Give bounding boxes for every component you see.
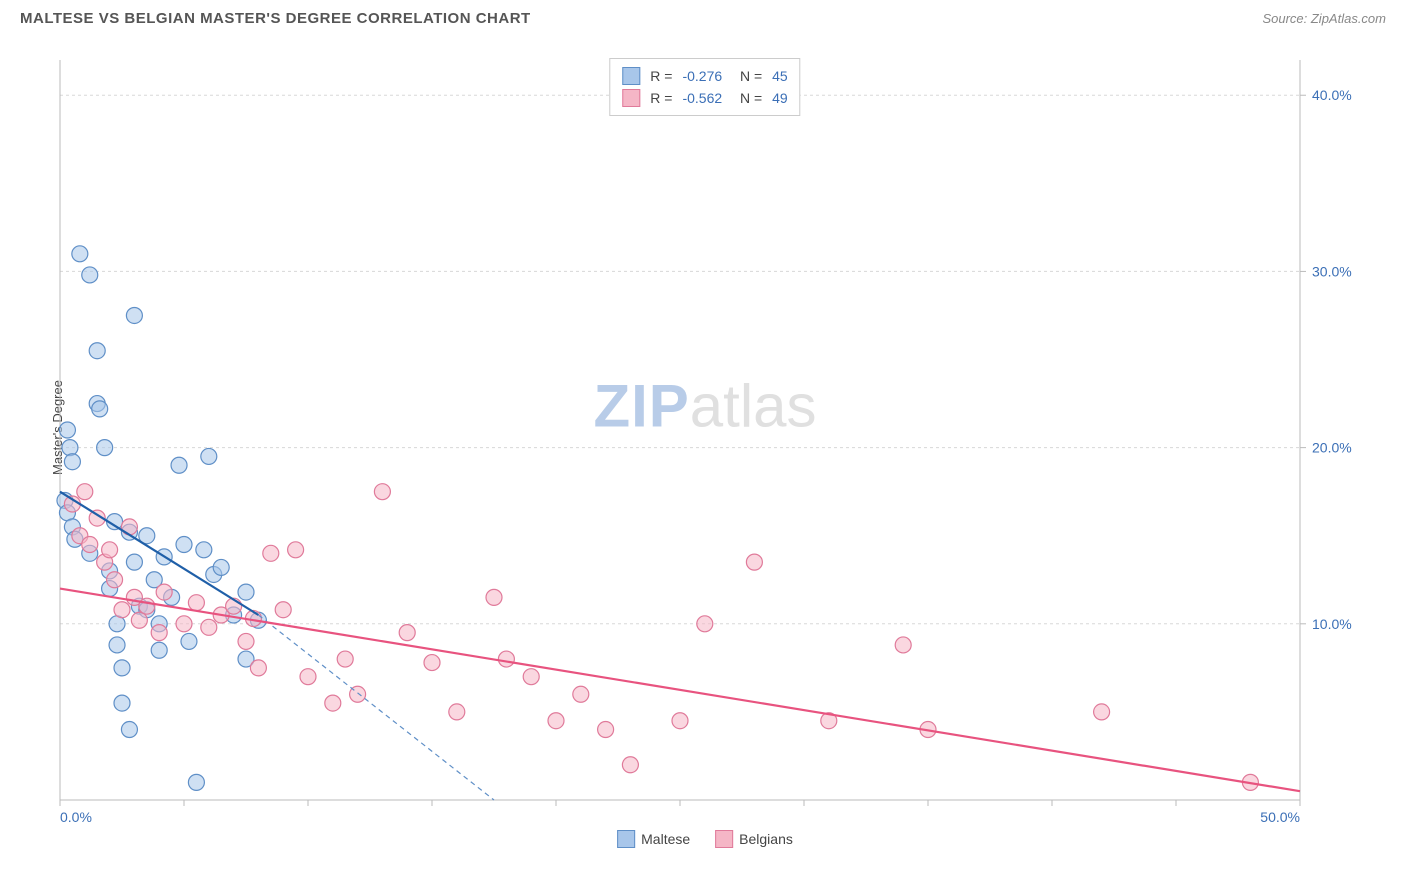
svg-text:10.0%: 10.0% (1312, 616, 1352, 632)
chart-area: ZIPatlas 0.0%50.0%10.0%20.0%30.0%40.0% R… (50, 50, 1360, 840)
legend-row-maltese: R = -0.276 N = 45 (622, 65, 787, 87)
swatch-belgians (622, 89, 640, 107)
scatter-plot: 0.0% 50.0% 10.0% 20.0% 30.0% 40.0% (50, 50, 1360, 840)
svg-text:50.0%: 50.0% (1260, 809, 1300, 825)
source-attribution: Source: ZipAtlas.com (1262, 11, 1386, 26)
svg-text:20.0%: 20.0% (1312, 440, 1352, 456)
header: MALTESE VS BELGIAN MASTER'S DEGREE CORRE… (0, 0, 1406, 32)
legend-row-belgians: R = -0.562 N = 49 (622, 87, 787, 109)
svg-text:40.0%: 40.0% (1312, 87, 1352, 103)
correlation-legend: R = -0.276 N = 45 R = -0.562 N = 49 (609, 58, 800, 116)
swatch-maltese (622, 67, 640, 85)
chart-title: MALTESE VS BELGIAN MASTER'S DEGREE CORRE… (20, 10, 531, 27)
svg-text:0.0%: 0.0% (60, 809, 92, 825)
svg-text:30.0%: 30.0% (1312, 263, 1352, 279)
